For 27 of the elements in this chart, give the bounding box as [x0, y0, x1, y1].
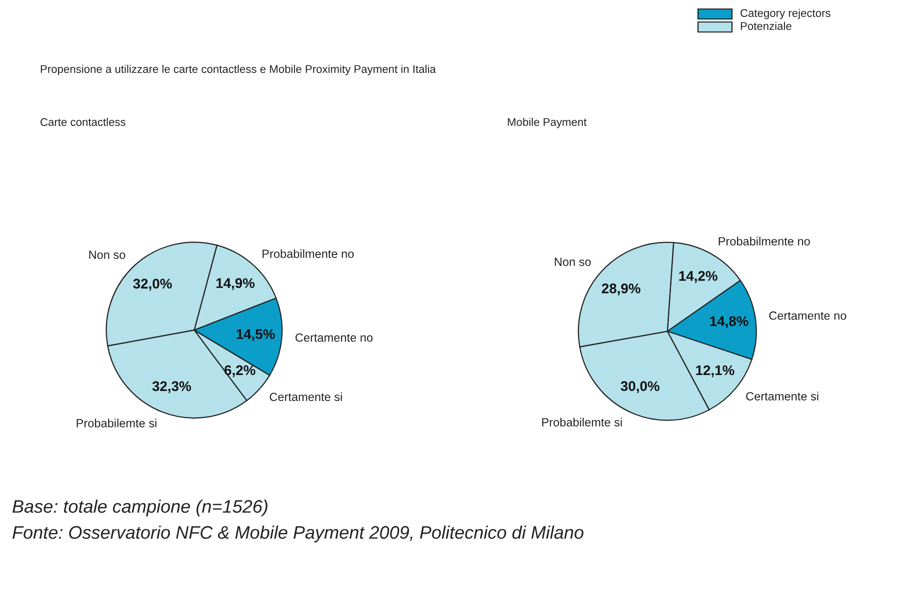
- chart-title: Propensione a utilizzare le carte contactless e Mobile Proximity Payment in Italia: [40, 64, 436, 76]
- data-label: 32,3%: [152, 381, 191, 394]
- slice-label: Non so: [89, 250, 126, 259]
- chart-subtitle: Mobile Payment: [508, 118, 587, 128]
- slice-label: Certamente no: [296, 333, 373, 342]
- text: Base: totale campione (n=1526): [12, 500, 268, 516]
- slice-label: Probabilemte si: [76, 418, 156, 428]
- slice-label: Certamente no: [769, 311, 846, 320]
- slice-label: Probabilmente no: [262, 249, 354, 258]
- data-label: 30,0%: [620, 381, 660, 394]
- slice-label: Probabilemte si: [542, 418, 622, 426]
- text: Category rejectors: [740, 8, 830, 20]
- data-label: 14,2%: [679, 271, 718, 283]
- data-label: 28,9%: [602, 284, 640, 296]
- text: Potenziale: [740, 22, 792, 30]
- data-label: 32,0%: [133, 278, 172, 291]
- slice-label: Certamente si: [270, 392, 342, 402]
- data-label: 14,8%: [710, 316, 748, 328]
- slice-label: Probabilmente no: [718, 236, 810, 246]
- chart-subtitle: Carte contactless: [40, 118, 126, 126]
- data-label: 14,9%: [216, 278, 255, 290]
- data-label: 6,2%: [224, 365, 256, 378]
- slice-label: Non so: [554, 258, 591, 266]
- data-label: 12,1%: [696, 365, 734, 378]
- slice-label: Certamente si: [746, 392, 818, 400]
- data-label: 14,5%: [236, 329, 275, 342]
- source-note: Fonte: Osservatorio NFC & Mobile Payment 2009, Politecnico di Milano: [12, 526, 584, 542]
